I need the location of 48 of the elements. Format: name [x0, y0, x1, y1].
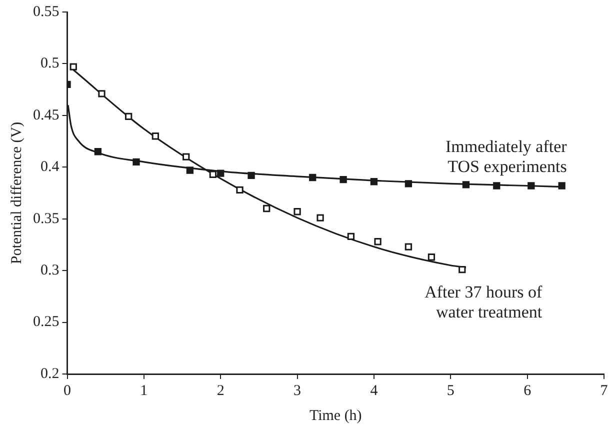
x-tick-label: 5 — [446, 382, 454, 399]
point — [462, 181, 470, 188]
y-tick-label: 0.3 — [40, 262, 60, 279]
y-tick-label: 0.35 — [33, 210, 60, 227]
point — [316, 214, 324, 222]
point — [152, 132, 160, 140]
point — [294, 208, 301, 216]
point — [98, 90, 106, 98]
series-label: Immediately after TOS experiments — [446, 136, 568, 176]
point — [374, 238, 382, 246]
point — [340, 176, 347, 184]
point — [70, 63, 77, 70]
x-tick-label: 3 — [294, 382, 302, 399]
x-axis-title: Time (h) — [309, 408, 362, 424]
point — [236, 186, 244, 194]
point — [404, 243, 412, 250]
point — [209, 170, 217, 178]
y-tick-label: 0.25 — [33, 314, 60, 330]
x-tick-label: 7 — [600, 382, 608, 399]
point — [182, 153, 190, 160]
point — [428, 254, 436, 261]
point — [347, 232, 355, 240]
x-tick-label: 0 — [64, 382, 71, 399]
y-tick-label: 0.2 — [40, 366, 60, 382]
point — [132, 158, 140, 166]
point — [458, 266, 466, 274]
y-tick-label: 0.4 — [40, 159, 60, 176]
y-axis-title: Potential difference (V) — [8, 122, 25, 264]
point — [248, 172, 255, 179]
point — [94, 148, 102, 156]
x-tick-label: 2 — [216, 382, 224, 399]
point — [370, 178, 378, 186]
point — [309, 174, 316, 182]
y-tick-label: 0.45 — [33, 107, 60, 124]
y-tick-label: 0.55 — [33, 4, 60, 20]
x-tick-label: 1 — [140, 382, 148, 399]
point — [186, 166, 194, 174]
point — [125, 112, 132, 120]
point — [404, 180, 412, 188]
point — [493, 182, 500, 190]
x-tick-label: 6 — [524, 382, 532, 399]
point — [528, 182, 535, 190]
point — [558, 182, 566, 190]
point — [263, 204, 270, 212]
x-tick-label: 4 — [370, 382, 378, 399]
point — [217, 170, 224, 177]
y-tick-label: 0.5 — [40, 56, 60, 72]
series-label: After 37 hours of water treatment — [424, 282, 542, 322]
